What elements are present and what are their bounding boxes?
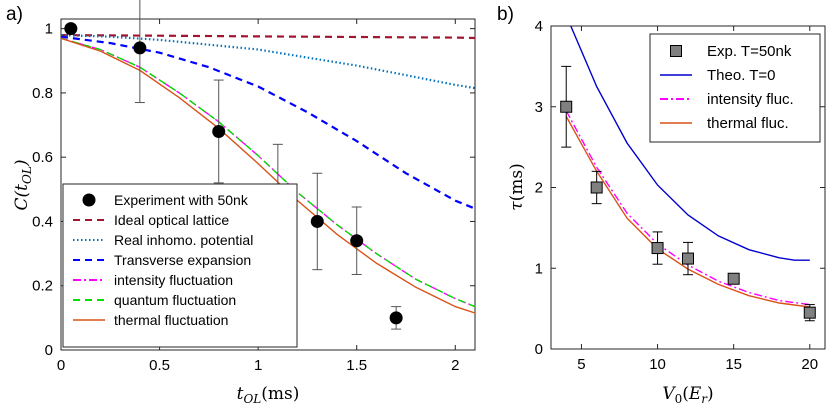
figure: a) 0 0.5 1 1.5 200.20.40.60.81 tOL(ms) C(tOL… bbox=[0, 0, 830, 408]
y-tick-label: 0.8 bbox=[32, 85, 53, 102]
y-tick-label: 3 bbox=[535, 99, 543, 116]
panel-b: b) 5 10 15 20 0 1 2 3 4 V0(Er) τ(ms) Exp. T=50nk… bbox=[497, 4, 825, 406]
legend-entry-label: intensity fluctuation bbox=[114, 272, 233, 288]
experiment-point bbox=[64, 22, 77, 35]
x-tick-label: 1.5 bbox=[346, 357, 367, 374]
x-tick-label: 10 bbox=[649, 356, 666, 373]
y-tick-label: 1 bbox=[535, 260, 543, 277]
legend-entry-label: thermal fluc. bbox=[707, 115, 789, 132]
experiment-point bbox=[350, 234, 363, 247]
y-tick-label: 2 bbox=[535, 180, 543, 197]
legend-entry-label: Ideal optical lattice bbox=[114, 212, 229, 228]
experiment-point bbox=[133, 41, 146, 54]
legend-entry-label: Exp. T=50nk bbox=[707, 43, 792, 60]
y-tick-label: 0 bbox=[535, 341, 543, 358]
experiment-point bbox=[591, 182, 602, 193]
x-tick-label: 0.5 bbox=[149, 357, 170, 374]
series-line-thermal-fluc- bbox=[566, 116, 810, 307]
panel-a: a) 0 0.5 1 1.5 2 0 0.2 0.4 0.6 0.8 1 tOL(ms) C(tOL… bbox=[6, 0, 475, 406]
panel-b-legend: Exp. T=50nk Theo. T=0 intensity fluc. therm… bbox=[650, 34, 820, 142]
y-tick-label: 0 bbox=[45, 342, 53, 359]
panel-b-label: b) bbox=[497, 4, 514, 25]
legend-entry-label: Transverse expansion bbox=[114, 252, 251, 268]
x-tick-label: 5 bbox=[577, 356, 585, 373]
legend-marker bbox=[83, 194, 96, 207]
legend-entry-label: quantum fluctuation bbox=[114, 292, 236, 308]
y-tick-label: 0.2 bbox=[32, 278, 53, 295]
panel-a-xlabel: tOL(ms) bbox=[237, 384, 300, 406]
y-tick-label: 4 bbox=[535, 18, 543, 35]
y-tick-label: 0.6 bbox=[32, 149, 53, 166]
x-tick-label: 0 bbox=[57, 357, 65, 374]
legend-entry-label: thermal fluctuation bbox=[114, 312, 228, 328]
x-tick-label: 15 bbox=[725, 356, 742, 373]
series-line-ideal-optical-lattice bbox=[61, 35, 475, 38]
experiment-point bbox=[683, 253, 694, 264]
panel-a-label: a) bbox=[6, 4, 23, 25]
experiment-point bbox=[728, 273, 739, 284]
panel-a-ylabel: C(tOL) bbox=[12, 160, 34, 211]
x-tick-label: 1 bbox=[254, 357, 262, 374]
y-tick-label: 0.4 bbox=[32, 213, 53, 230]
legend-marker bbox=[671, 46, 682, 57]
legend-entry-label: Real inhomo. potential bbox=[114, 232, 253, 248]
legend-entry-label: Experiment with 50nk bbox=[114, 192, 249, 208]
x-tick-label: 2 bbox=[451, 357, 459, 374]
experiment-point bbox=[390, 311, 403, 324]
experiment-point bbox=[311, 215, 324, 228]
experiment-point bbox=[561, 101, 572, 112]
experiment-point bbox=[212, 125, 225, 138]
panel-b-xlabel: V0(Er) bbox=[662, 384, 713, 406]
panel-a-legend: Experiment with 50nk Ideal optical lattic… bbox=[63, 184, 297, 347]
legend-entry-label: intensity fluc. bbox=[707, 91, 794, 108]
y-tick-label: 1 bbox=[45, 21, 53, 38]
experiment-point bbox=[804, 307, 815, 318]
x-tick-label: 20 bbox=[801, 356, 818, 373]
legend-entry-label: Theo. T=0 bbox=[707, 67, 776, 84]
experiment-point bbox=[652, 243, 663, 254]
panel-b-ylabel: τ(ms) bbox=[507, 163, 527, 211]
